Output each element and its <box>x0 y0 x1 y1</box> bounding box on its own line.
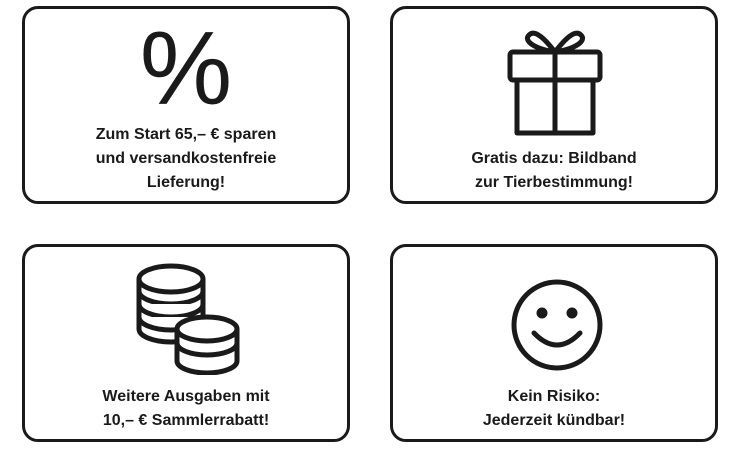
text-line: zur Tierbestimmung! <box>475 174 633 191</box>
card-start-discount: % Zum Start 65,– € sparen und versandkos… <box>22 6 350 204</box>
text-line: Kein Risiko: <box>507 388 601 405</box>
text-line: 10,– € Sammlerrabatt! <box>102 412 270 429</box>
text-line: Lieferung! <box>146 174 226 191</box>
card-no-risk: Kein Risiko: Jederzeit kündbar! <box>390 244 718 442</box>
card-text: Weitere Ausgaben mit 10,– € Sammlerrabat… <box>25 385 347 433</box>
percent-icon: % <box>139 11 233 127</box>
text-line: Jederzeit kündbar! <box>482 412 626 429</box>
card-text: Kein Risiko: Jederzeit kündbar! <box>393 385 715 433</box>
coins-icon <box>136 263 240 375</box>
card-text: Gratis dazu: Bildband zur Tierbestimmung… <box>393 147 715 195</box>
gift-icon <box>507 30 603 136</box>
smiley-icon <box>511 279 603 371</box>
card-collector-discount: Weitere Ausgaben mit 10,– € Sammlerrabat… <box>22 244 350 442</box>
card-text: Zum Start 65,– € sparen und versandkoste… <box>25 123 347 195</box>
card-free-gift: Gratis dazu: Bildband zur Tierbestimmung… <box>390 6 718 204</box>
text-line: Zum Start 65,– € sparen <box>95 126 277 143</box>
text-line: und versandkostenfreie <box>95 150 277 167</box>
text-line: Weitere Ausgaben mit <box>102 388 270 405</box>
text-line: Gratis dazu: Bildband <box>471 150 637 167</box>
